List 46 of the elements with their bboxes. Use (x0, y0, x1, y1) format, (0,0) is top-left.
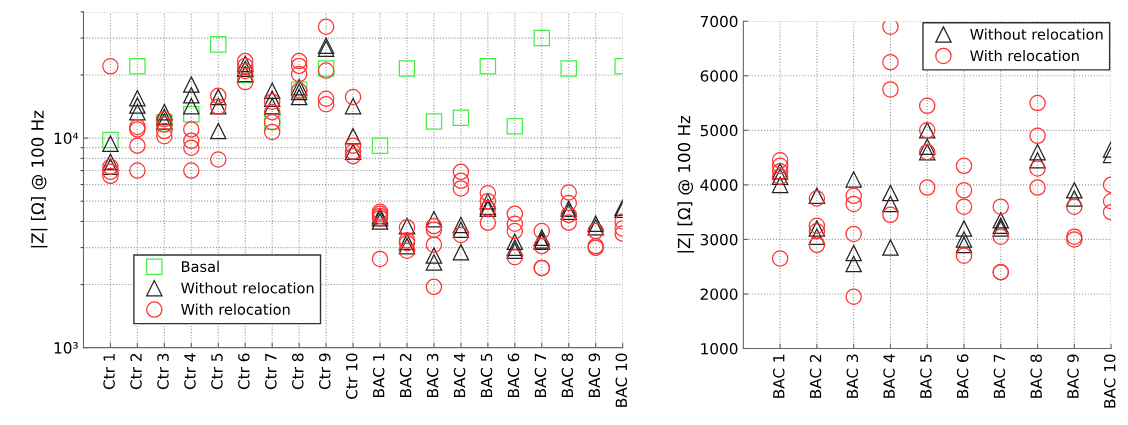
legend-label: Basal (182, 260, 219, 273)
x-tick-label: Ctr 5 (211, 353, 223, 390)
x-tick-label: BAC 9 (588, 353, 601, 397)
y-tick-label: 10⁴ (54, 132, 79, 145)
y-tick-label: 5000 (700, 124, 738, 137)
y-axis-title: |Z| [Ω] @ 100 Hz (677, 115, 695, 253)
x-tick-label: BAC 3 (846, 354, 859, 398)
y-tick-label: 7000 (700, 15, 738, 28)
legend-label: With relocation (181, 303, 290, 315)
y-axis-title: |Z| [Ω] @ 100 Hz (30, 110, 48, 248)
x-tick-label: BAC 1 (773, 354, 785, 398)
x-tick-label: Ctr 2 (130, 354, 142, 390)
x-tick-label: BAC 10 (615, 353, 628, 407)
legend-label: Without relocation (970, 28, 1103, 40)
x-tick-label: Ctr 3 (157, 353, 169, 390)
x-tick-label: Ctr 6 (238, 353, 250, 390)
x-tick-label: BAC 4 (883, 354, 895, 398)
x-tick-label: BAC 7 (534, 353, 547, 397)
x-tick-label: Ctr 7 (265, 353, 277, 390)
y-tick-label: 1000 (701, 342, 738, 355)
x-tick-label: BAC 10 (1103, 354, 1116, 408)
x-tick-label: Ctr 4 (184, 353, 196, 390)
y-tick-label: 10³ (54, 342, 78, 354)
x-tick-label: BAC 5 (920, 354, 932, 398)
x-tick-label: BAC 5 (480, 353, 493, 397)
x-tick-label: BAC 7 (993, 354, 1006, 398)
x-tick-label: BAC 4 (453, 353, 466, 397)
x-tick-label: BAC 2 (809, 354, 822, 398)
y-tick-label: 6000 (700, 70, 738, 82)
legend-label: Without relocation (181, 282, 314, 294)
x-tick-label: Ctr 1 (103, 353, 115, 390)
x-tick-label: BAC 2 (399, 354, 412, 397)
y-tick-label: 2000 (700, 288, 738, 300)
x-tick-label: BAC 8 (561, 353, 574, 397)
legend-label: With relocation (970, 49, 1079, 62)
x-tick-label: Ctr 8 (292, 353, 304, 390)
y-tick-label: 4000 (700, 179, 738, 191)
x-tick-label: BAC 8 (1030, 354, 1042, 398)
x-tick-label: BAC 3 (426, 353, 439, 397)
x-tick-label: Ctr 9 (318, 353, 331, 390)
x-tick-label: BAC 9 (1067, 354, 1079, 398)
x-tick-label: BAC 1 (372, 353, 385, 397)
x-tick-label: BAC 6 (507, 353, 520, 397)
x-tick-label: Ctr 10 (345, 353, 358, 399)
y-tick-label: 3000 (700, 233, 738, 246)
x-tick-label: BAC 6 (956, 354, 969, 398)
